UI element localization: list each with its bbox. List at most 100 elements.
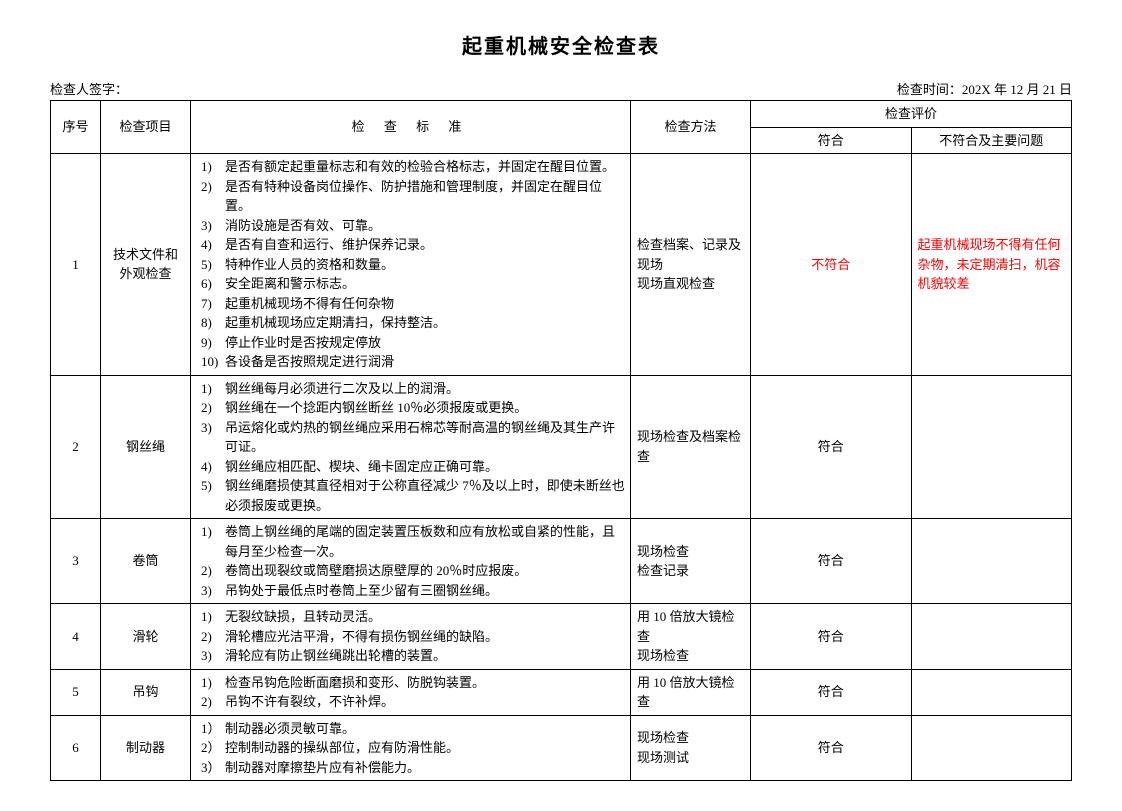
cell-seq: 4 (51, 604, 101, 670)
standard-num: 2） (201, 738, 225, 758)
standard-line: 5)特种作业人员的资格和数量。 (201, 255, 626, 275)
standard-line: 3)滑轮应有防止钢丝绳跳出轮槽的装置。 (201, 646, 626, 666)
standard-line: 3)吊运熔化或灼热的钢丝绳应采用石棉芯等耐高温的钢丝绳及其生产许可证。 (201, 418, 626, 457)
cell-method: 用 10 倍放大镜检查 (631, 669, 751, 715)
table-row: 5吊钩1)检查吊钩危险断面磨损和变形、防脱钩装置。2)吊钩不许有裂纹，不许补焊。… (51, 669, 1072, 715)
standard-line: 4)是否有自查和运行、维护保养记录。 (201, 235, 626, 255)
table-row: 6制动器1）制动器必须灵敏可靠。2）控制制动器的操纵部位，应有防滑性能。3）制动… (51, 715, 1072, 781)
standard-line: 9)停止作业时是否按规定停放 (201, 333, 626, 353)
standard-line: 1)钢丝绳每月必须进行二次及以上的润滑。 (201, 379, 626, 399)
cell-method: 现场检查检查记录 (631, 519, 751, 604)
standard-line: 1）制动器必须灵敏可靠。 (201, 719, 626, 739)
cell-standard: 1)卷筒上钢丝绳的尾端的固定装置压板数和应有放松或自紧的性能，且每月至少检查一次… (191, 519, 631, 604)
table-row: 1技术文件和外观检查1)是否有额定起重量标志和有效的检验合格标志，并固定在醒目位… (51, 154, 1072, 376)
standard-line: 2)滑轮槽应光洁平滑，不得有损伤钢丝绳的缺陷。 (201, 627, 626, 647)
standard-num: 2) (201, 627, 225, 647)
cell-item: 滑轮 (101, 604, 191, 670)
standard-text: 停止作业时是否按规定停放 (225, 333, 626, 353)
standard-line: 1)卷筒上钢丝绳的尾端的固定装置压板数和应有放松或自紧的性能，且每月至少检查一次… (201, 522, 626, 561)
standard-num: 8) (201, 313, 225, 333)
cell-standard: 1)是否有额定起重量标志和有效的检验合格标志，并固定在醒目位置。2)是否有特种设… (191, 154, 631, 376)
standard-num: 2) (201, 692, 225, 712)
cell-nonconform (911, 669, 1072, 715)
standard-line: 2)卷筒出现裂纹或筒壁磨损达原壁厚的 20％时应报废。 (201, 561, 626, 581)
standard-line: 6)安全距离和警示标志。 (201, 274, 626, 294)
cell-seq: 6 (51, 715, 101, 781)
standard-line: 2)是否有特种设备岗位操作、防护措施和管理制度，并固定在醒目位置。 (201, 177, 626, 216)
inspection-table: 序号 检查项目 检 查 标 准 检查方法 检查评价 符合 不符合及主要问题 1技… (50, 100, 1072, 781)
header-conform: 符合 (751, 127, 912, 154)
standard-text: 制动器对摩擦垫片应有补偿能力。 (225, 758, 626, 778)
standard-text: 起重机械现场不得有任何杂物 (225, 294, 626, 314)
standard-num: 2) (201, 561, 225, 581)
standard-text: 是否有自查和运行、维护保养记录。 (225, 235, 626, 255)
standard-num: 3) (201, 581, 225, 601)
cell-seq: 3 (51, 519, 101, 604)
cell-standard: 1)检查吊钩危险断面磨损和变形、防脱钩装置。2)吊钩不许有裂纹，不许补焊。 (191, 669, 631, 715)
standard-text: 起重机械现场应定期清扫，保持整洁。 (225, 313, 626, 333)
cell-conform: 符合 (751, 519, 912, 604)
standard-text: 钢丝绳磨损使其直径相对于公称直径减少 7％及以上时，即使未断丝也必须报废或更换。 (225, 476, 626, 515)
standard-line: 10)各设备是否按照规定进行润滑 (201, 352, 626, 372)
header-eval: 检查评价 (751, 101, 1072, 128)
cell-conform: 不符合 (751, 154, 912, 376)
cell-standard: 1)钢丝绳每月必须进行二次及以上的润滑。2)钢丝绳在一个捻距内钢丝断丝 10％必… (191, 375, 631, 519)
standard-num: 3) (201, 418, 225, 457)
standard-num: 6) (201, 274, 225, 294)
standard-text: 钢丝绳每月必须进行二次及以上的润滑。 (225, 379, 626, 399)
standard-num: 1) (201, 522, 225, 561)
page-title: 起重机械安全检查表 (50, 30, 1072, 59)
standard-num: 3） (201, 758, 225, 778)
standard-num: 1) (201, 673, 225, 693)
meta-row: 检查人签字： 检查时间：202X 年 12 月 21 日 (50, 79, 1072, 98)
cell-conform: 符合 (751, 715, 912, 781)
standard-text: 滑轮应有防止钢丝绳跳出轮槽的装置。 (225, 646, 626, 666)
standard-line: 1)是否有额定起重量标志和有效的检验合格标志，并固定在醒目位置。 (201, 157, 626, 177)
standard-line: 2)吊钩不许有裂纹，不许补焊。 (201, 692, 626, 712)
standard-text: 消防设施是否有效、可靠。 (225, 216, 626, 236)
cell-nonconform: 起重机械现场不得有任何杂物，未定期清扫，机容机貌较差 (911, 154, 1072, 376)
header-nonconform: 不符合及主要问题 (911, 127, 1072, 154)
standard-line: 1)检查吊钩危险断面磨损和变形、防脱钩装置。 (201, 673, 626, 693)
standard-text: 各设备是否按照规定进行润滑 (225, 352, 626, 372)
cell-method: 现场检查及档案检查 (631, 375, 751, 519)
standard-line: 3)吊钩处于最低点时卷筒上至少留有三圈钢丝绳。 (201, 581, 626, 601)
standard-text: 安全距离和警示标志。 (225, 274, 626, 294)
standard-num: 2) (201, 398, 225, 418)
standard-text: 无裂纹缺损，且转动灵活。 (225, 607, 626, 627)
cell-item: 技术文件和外观检查 (101, 154, 191, 376)
header-standard: 检 查 标 准 (191, 101, 631, 154)
standard-num: 1) (201, 607, 225, 627)
standard-text: 吊运熔化或灼热的钢丝绳应采用石棉芯等耐高温的钢丝绳及其生产许可证。 (225, 418, 626, 457)
standard-text: 制动器必须灵敏可靠。 (225, 719, 626, 739)
standard-num: 5) (201, 255, 225, 275)
cell-conform: 符合 (751, 669, 912, 715)
cell-item: 卷筒 (101, 519, 191, 604)
standard-line: 5)钢丝绳磨损使其直径相对于公称直径减少 7％及以上时，即使未断丝也必须报废或更… (201, 476, 626, 515)
standard-text: 是否有特种设备岗位操作、防护措施和管理制度，并固定在醒目位置。 (225, 177, 626, 216)
cell-method: 现场检查现场测试 (631, 715, 751, 781)
cell-seq: 5 (51, 669, 101, 715)
cell-nonconform (911, 375, 1072, 519)
standard-text: 吊钩处于最低点时卷筒上至少留有三圈钢丝绳。 (225, 581, 626, 601)
standard-text: 滑轮槽应光洁平滑，不得有损伤钢丝绳的缺陷。 (225, 627, 626, 647)
header-method: 检查方法 (631, 101, 751, 154)
standard-num: 1） (201, 719, 225, 739)
standard-line: 3)消防设施是否有效、可靠。 (201, 216, 626, 236)
standard-num: 1) (201, 157, 225, 177)
standard-num: 2) (201, 177, 225, 216)
standard-num: 9) (201, 333, 225, 353)
standard-text: 卷筒出现裂纹或筒壁磨损达原壁厚的 20％时应报废。 (225, 561, 626, 581)
standard-text: 特种作业人员的资格和数量。 (225, 255, 626, 275)
cell-conform: 符合 (751, 375, 912, 519)
standard-num: 4) (201, 235, 225, 255)
standard-line: 1)无裂纹缺损，且转动灵活。 (201, 607, 626, 627)
standard-line: 4)钢丝绳应相匹配、楔块、绳卡固定应正确可靠。 (201, 457, 626, 477)
cell-conform: 符合 (751, 604, 912, 670)
standard-num: 10) (201, 352, 225, 372)
header-seq: 序号 (51, 101, 101, 154)
cell-item: 制动器 (101, 715, 191, 781)
header-item: 检查项目 (101, 101, 191, 154)
signer-label: 检查人签字： (50, 79, 128, 98)
cell-item: 吊钩 (101, 669, 191, 715)
